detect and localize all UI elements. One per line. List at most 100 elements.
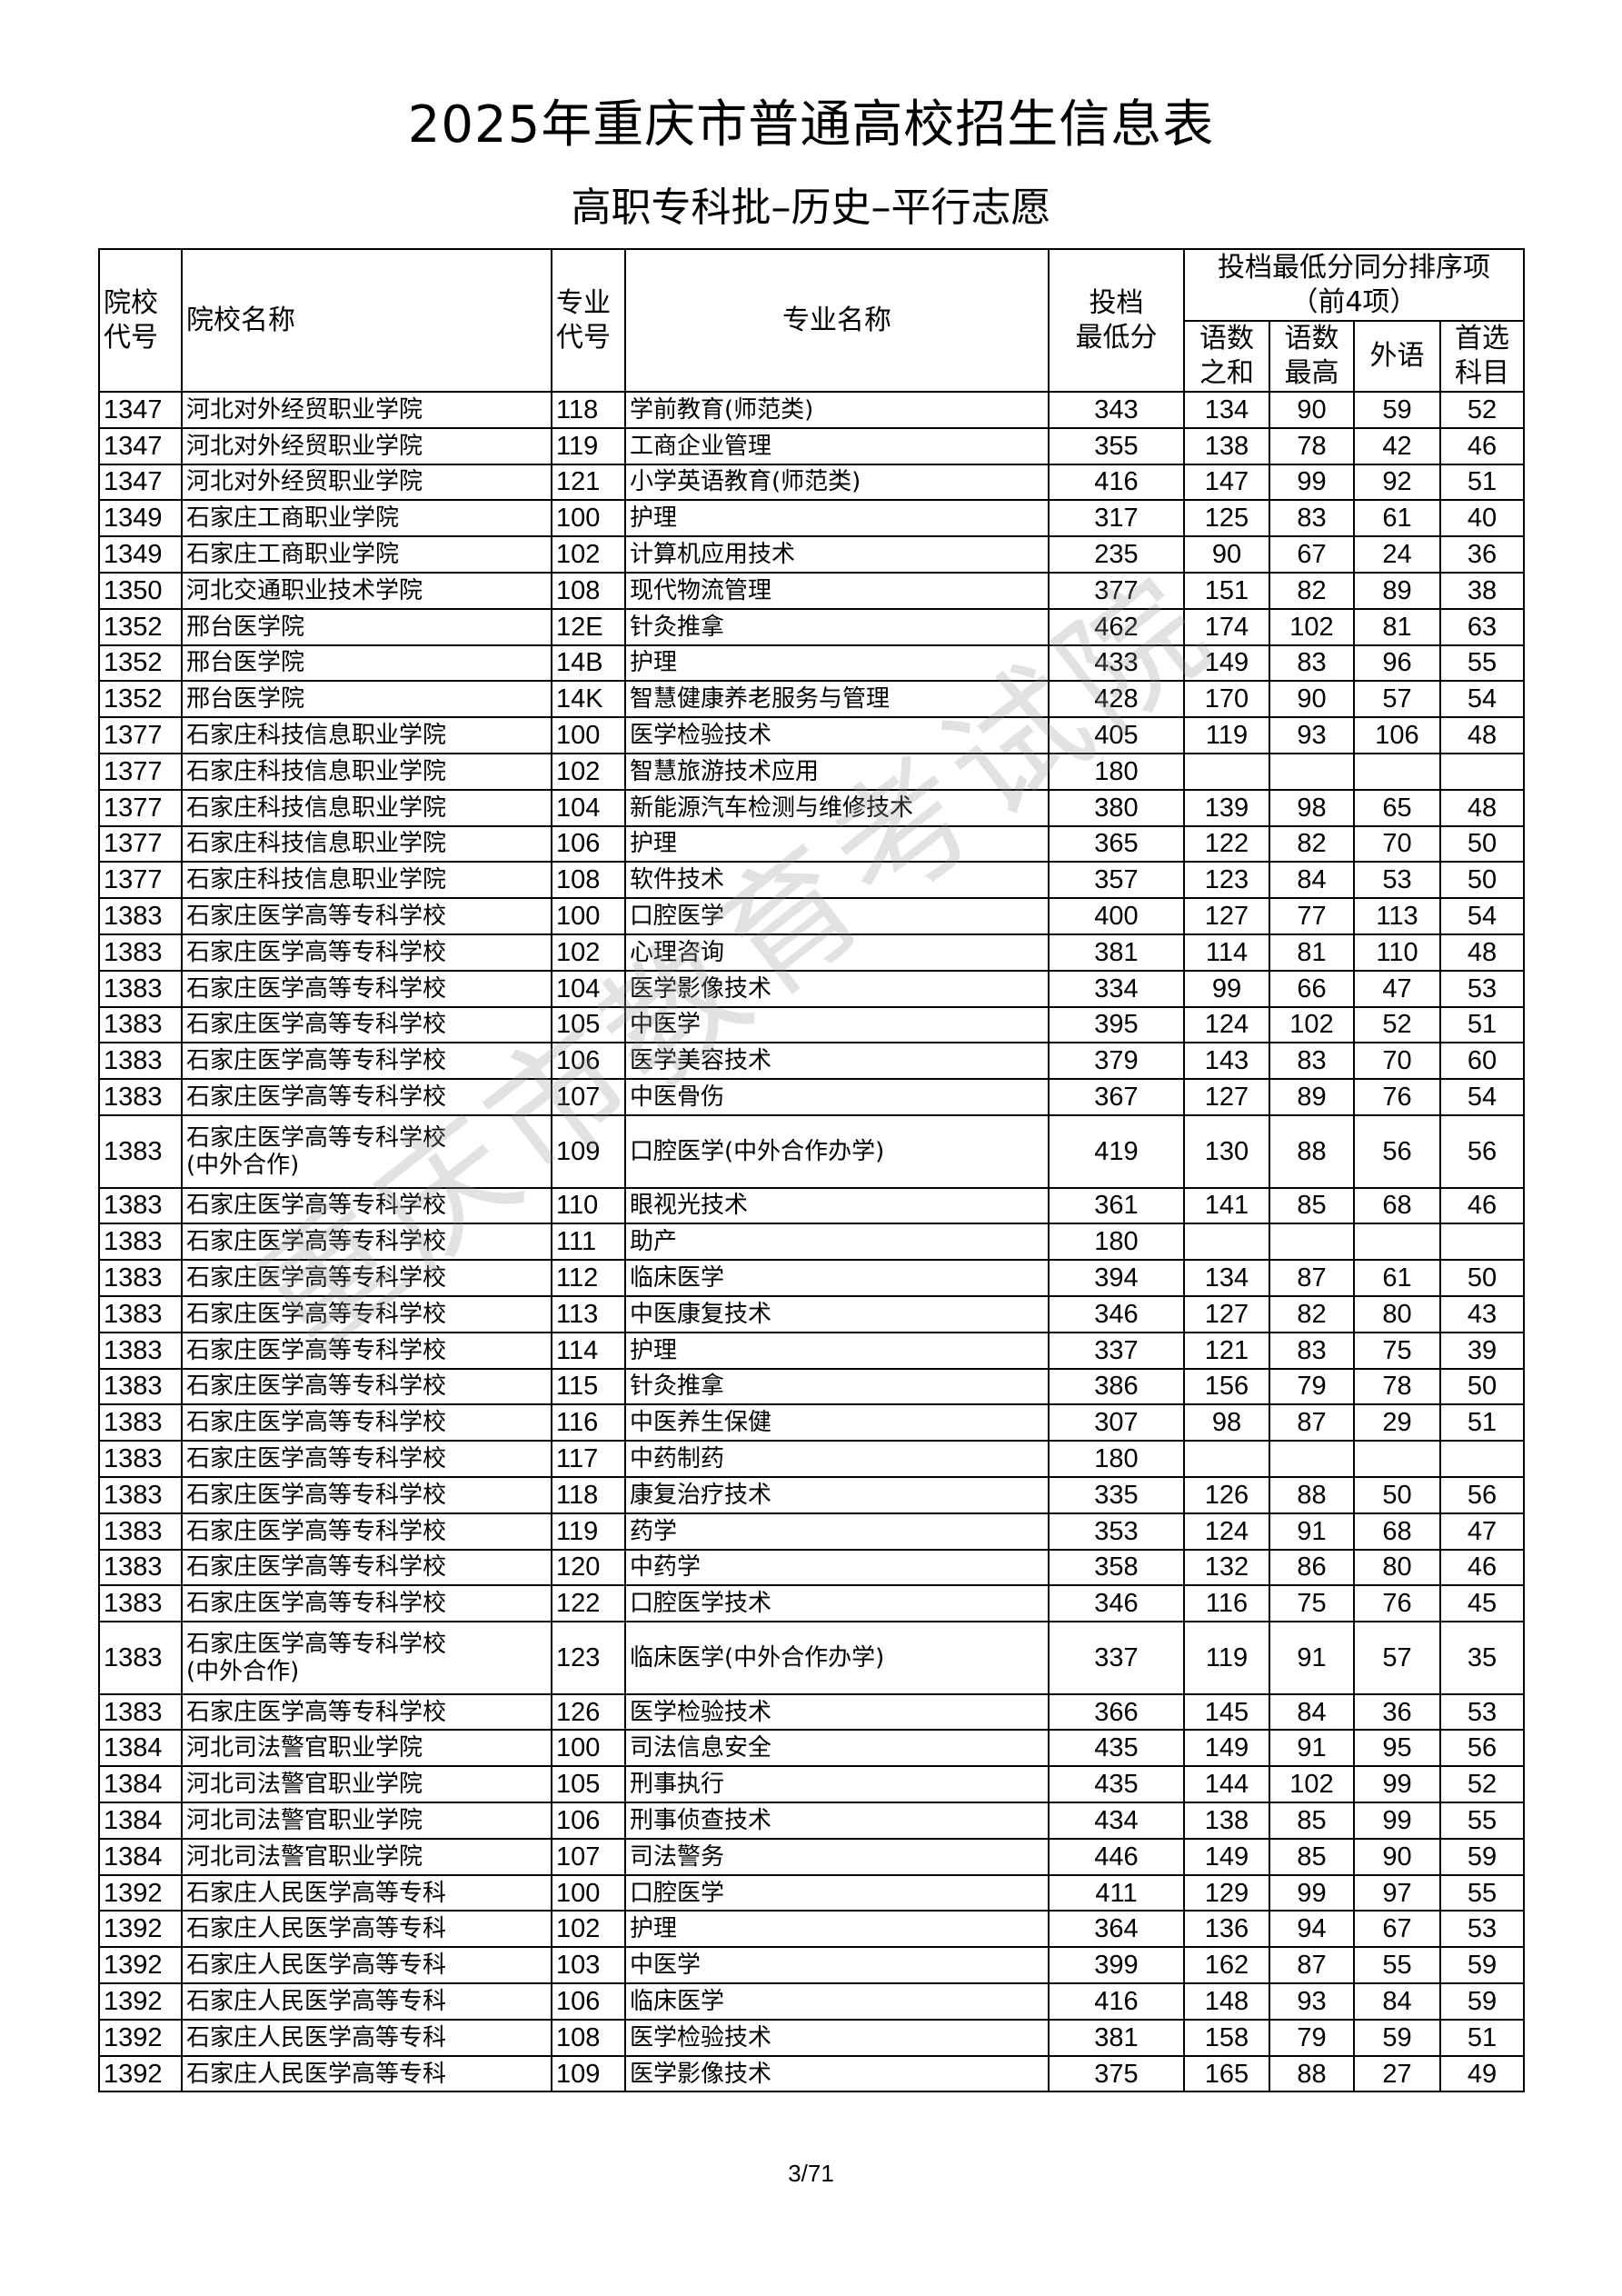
cell-major-name: 护理 <box>624 1910 1050 1949</box>
cell-min-score: 416 <box>1048 1982 1185 2021</box>
cell-min-score: 180 <box>1048 1440 1185 1478</box>
cell-chinese-math-sum <box>1183 1223 1270 1262</box>
cell-foreign-language: 84 <box>1353 1982 1441 2021</box>
cell-first-subject: 38 <box>1439 571 1525 610</box>
cell-min-score: 180 <box>1048 1223 1185 1262</box>
cell-min-score: 365 <box>1048 824 1185 863</box>
cell-school-name: 石家庄医学高等专科学校 <box>181 897 552 935</box>
cell-first-subject: 59 <box>1439 1982 1525 2021</box>
cell-school-name: 石家庄医学高等专科学校 <box>181 1548 552 1587</box>
cell-major-name: 医学影像技术 <box>624 969 1050 1008</box>
cell-foreign-language: 76 <box>1353 1078 1441 1116</box>
cell-school-name: 河北司法警官职业学院 <box>181 1765 552 1804</box>
cell-chinese-math-sum: 98 <box>1183 1403 1270 1442</box>
cell-chinese-math-max: 90 <box>1269 391 1355 429</box>
cell-min-score: 355 <box>1048 426 1185 465</box>
cell-school-name: 石家庄医学高等专科学校 <box>181 1692 552 1732</box>
cell-school-code: 1392 <box>98 1946 183 1985</box>
table-row: 1383 石家庄医学高等专科学校 116 中医养生保健 307 98 87 29 51 <box>98 1403 1525 1442</box>
cell-major-code: 106 <box>551 824 626 863</box>
table-row: 1383 石家庄医学高等专科学校 110 眼视光技术 361 141 85 68 46 <box>98 1186 1525 1225</box>
cell-chinese-math-max: 78 <box>1269 426 1355 465</box>
cell-first-subject: 54 <box>1439 680 1525 719</box>
cell-chinese-math-sum: 138 <box>1183 426 1270 465</box>
header-chinese-math-max: 语数 最高 <box>1269 320 1355 393</box>
cell-chinese-math-max: 83 <box>1269 1042 1355 1081</box>
cell-major-name: 口腔医学(中外合作办学) <box>624 1113 1050 1189</box>
cell-major-code: 100 <box>551 499 626 538</box>
cell-school-code: 1392 <box>98 2018 183 2057</box>
cell-foreign-language <box>1353 1440 1441 1478</box>
header-major-name: 专业名称 <box>624 248 1050 393</box>
cell-foreign-language: 68 <box>1353 1186 1441 1225</box>
table-row: 1383 石家庄医学高等专科学校 122 口腔医学技术 346 116 75 76 45 <box>98 1584 1525 1623</box>
cell-foreign-language: 29 <box>1353 1403 1441 1442</box>
table-row: 1347 河北对外经贸职业学院 118 学前教育(师范类) 343 134 90 59 52 <box>98 391 1525 429</box>
cell-major-code: 121 <box>551 463 626 502</box>
cell-min-score: 381 <box>1048 933 1185 972</box>
cell-chinese-math-max: 87 <box>1269 1946 1355 1985</box>
cell-chinese-math-sum: 124 <box>1183 1005 1270 1044</box>
cell-foreign-language: 76 <box>1353 1584 1441 1623</box>
cell-chinese-math-sum: 144 <box>1183 1765 1270 1804</box>
header-tiebreak-group: 投档最低分同分排序项 （前4项） <box>1183 248 1525 322</box>
cell-first-subject: 63 <box>1439 607 1525 646</box>
cell-major-name: 软件技术 <box>624 861 1050 900</box>
cell-chinese-math-max <box>1269 1440 1355 1478</box>
cell-foreign-language: 81 <box>1353 607 1441 646</box>
cell-chinese-math-max: 85 <box>1269 1837 1355 1876</box>
cell-chinese-math-sum: 127 <box>1183 897 1270 935</box>
cell-school-name: 石家庄人民医学高等专科 <box>181 1982 552 2021</box>
cell-major-name: 医学检验技术 <box>624 716 1050 754</box>
cell-first-subject: 54 <box>1439 897 1525 935</box>
cell-foreign-language: 97 <box>1353 1873 1441 1912</box>
cell-major-code: 105 <box>551 1765 626 1804</box>
page-title: 2025年重庆市普通高校招生信息表 <box>407 95 1215 155</box>
cell-foreign-language: 27 <box>1353 2054 1441 2093</box>
table-row: 1349 石家庄工商职业学院 100 护理 317 125 83 61 40 <box>98 499 1525 538</box>
cell-first-subject: 48 <box>1439 788 1525 827</box>
cell-first-subject: 55 <box>1439 644 1525 683</box>
cell-major-code: 108 <box>551 2018 626 2057</box>
table-body: 1347 河北对外经贸职业学院 118 学前教育(师范类) 343 134 90 59 52 13… <box>98 391 1525 2093</box>
table-row: 1349 石家庄工商职业学院 102 计算机应用技术 235 90 67 24 36 <box>98 535 1525 574</box>
cell-first-subject: 53 <box>1439 1910 1525 1949</box>
cell-school-code: 1392 <box>98 2054 183 2093</box>
cell-first-subject: 50 <box>1439 1367 1525 1406</box>
cell-first-subject: 48 <box>1439 933 1525 972</box>
cell-major-name: 刑事侦查技术 <box>624 1802 1050 1840</box>
table-row: 1383 石家庄医学高等专科学校 112 临床医学 394 134 87 61 50 <box>98 1259 1525 1297</box>
cell-major-code: 100 <box>551 1873 626 1912</box>
cell-first-subject <box>1439 752 1525 791</box>
cell-major-code: 14K <box>551 680 626 719</box>
cell-foreign-language: 78 <box>1353 1367 1441 1406</box>
cell-min-score: 435 <box>1048 1729 1185 1768</box>
cell-foreign-language: 110 <box>1353 933 1441 972</box>
cell-school-name: 石家庄医学高等专科学校 <box>181 1440 552 1478</box>
cell-first-subject: 56 <box>1439 1729 1525 1768</box>
table-row: 1377 石家庄科技信息职业学院 106 护理 365 122 82 70 50 <box>98 824 1525 863</box>
cell-foreign-language: 47 <box>1353 969 1441 1008</box>
cell-major-code: 108 <box>551 861 626 900</box>
cell-chinese-math-max: 83 <box>1269 499 1355 538</box>
cell-school-code: 1392 <box>98 1873 183 1912</box>
cell-major-name: 临床医学(中外合作办学) <box>624 1621 1050 1695</box>
cell-foreign-language: 42 <box>1353 426 1441 465</box>
cell-major-code: 111 <box>551 1223 626 1262</box>
cell-major-name: 新能源汽车检测与维修技术 <box>624 788 1050 827</box>
cell-major-name: 学前教育(师范类) <box>624 391 1050 429</box>
cell-chinese-math-sum: 121 <box>1183 1331 1270 1370</box>
cell-chinese-math-max: 66 <box>1269 969 1355 1008</box>
header-first-subject: 首选 科目 <box>1439 320 1525 393</box>
cell-major-code: 102 <box>551 1910 626 1949</box>
cell-major-name: 中医康复技术 <box>624 1294 1050 1333</box>
cell-school-code: 1392 <box>98 1910 183 1949</box>
cell-first-subject: 51 <box>1439 463 1525 502</box>
table-row: 1383 石家庄医学高等专科学校 117 中药制药 180 <box>98 1440 1525 1478</box>
cell-school-name: 石家庄医学高等专科学校 <box>181 1475 552 1514</box>
cell-chinese-math-sum: 127 <box>1183 1294 1270 1333</box>
cell-major-name: 护理 <box>624 499 1050 538</box>
cell-chinese-math-max: 99 <box>1269 1873 1355 1912</box>
cell-first-subject: 36 <box>1439 535 1525 574</box>
cell-major-code: 126 <box>551 1692 626 1732</box>
